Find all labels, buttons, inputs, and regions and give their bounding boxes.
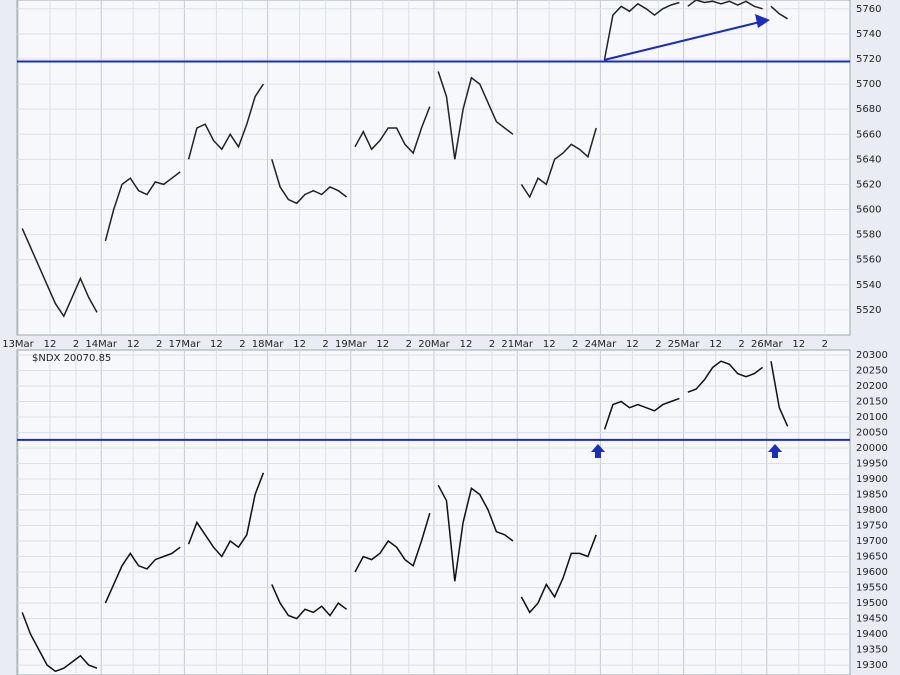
x-tick-label: 19Mar [335,339,367,350]
x-tick-label: 18Mar [252,339,284,350]
y-tick-label: 5540 [856,280,881,291]
y-tick-label: 19450 [856,614,888,625]
arrow-head [755,14,770,28]
x-tick-label: 2 [572,339,578,350]
y-tick-label: 19600 [856,567,888,578]
x-tick-label: 2 [239,339,245,350]
y-tick-label: 19500 [856,598,888,609]
x-tick-label: 12 [543,339,556,350]
y-tick-label: 20100 [856,412,888,423]
price-line [687,0,763,10]
y-tick-label: 5700 [856,79,881,90]
up-arrow [768,444,782,458]
y-tick-label: 19350 [856,645,888,656]
x-tick-label: 2 [489,339,495,350]
price-line [437,484,514,582]
x-tick-label: 12 [792,339,805,350]
y-tick-label: 19950 [856,459,888,470]
price-line [354,106,431,155]
y-tick-label: 5760 [856,4,881,15]
y-tick-label: 5680 [856,104,881,115]
price-line [603,397,680,430]
y-tick-label: 19550 [856,583,888,594]
price-line [770,5,788,20]
price-line [520,534,597,614]
price-line [520,127,597,199]
price-line [187,83,265,160]
price-line [354,512,431,573]
y-tick-label: 19850 [856,490,888,501]
y-tick-label: 19300 [856,660,888,671]
price-line [104,171,181,242]
y-tick-label: 19800 [856,505,888,516]
y-tick-label: 19400 [856,629,888,640]
x-tick-label: 2 [738,339,744,350]
y-tick-label: 5740 [856,29,881,40]
x-tick-label: 12 [626,339,639,350]
y-tick-label: 5620 [856,179,881,190]
y-tick-label: 5600 [856,205,881,216]
y-tick-label: 19650 [856,552,888,563]
x-tick-label: 20Mar [418,339,450,350]
price-line [271,584,348,620]
y-tick-label: 20250 [856,365,888,376]
y-tick-label: 5520 [856,305,881,316]
y-tick-label: 5660 [856,129,881,140]
x-tick-label: 17Mar [169,339,201,350]
y-tick-label: 20050 [856,427,888,438]
x-tick-label: 2 [406,339,412,350]
x-tick-label: 25Mar [668,339,700,350]
x-tick-label: 14Mar [85,339,117,350]
x-tick-label: 21Mar [501,339,533,350]
x-tick-label: 26Mar [751,339,783,350]
price-line [770,361,789,427]
x-tick-label: 2 [156,339,162,350]
x-tick-label: 24Mar [585,339,617,350]
x-tick-label: 13Mar [2,339,34,350]
y-tick-label: 20000 [856,443,888,454]
y-tick-label: 19700 [856,536,888,547]
x-tick-label: 2 [322,339,328,350]
y-tick-label: 5640 [856,154,881,165]
y-tick-label: 19900 [856,474,888,485]
x-tick-label: 12 [210,339,223,350]
price-line [687,360,764,393]
up-arrow [591,444,605,458]
y-tick-label: 20150 [856,396,888,407]
price-line [271,159,348,205]
price-line [603,1,680,60]
y-tick-label: 5720 [856,54,881,65]
x-tick-label: 2 [822,339,828,350]
panel-title: $NDX 20070.85 [32,353,111,364]
x-tick-label: 12 [460,339,473,350]
y-tick-label: 5560 [856,255,881,266]
price-line [104,546,181,604]
x-tick-label: 12 [44,339,57,350]
x-tick-label: 12 [376,339,389,350]
x-tick-label: 12 [709,339,722,350]
price-line [437,71,514,160]
y-tick-label: 20200 [856,381,888,392]
price-line [21,228,98,318]
y-tick-label: 5580 [856,230,881,241]
x-tick-label: 12 [127,339,140,350]
x-tick-label: 12 [293,339,306,350]
x-tick-label: 2 [73,339,79,350]
price-line [21,612,98,673]
y-tick-label: 20300 [856,350,888,361]
price-line [187,472,265,558]
trend-arrow [603,21,761,61]
x-tick-label: 2 [655,339,661,350]
y-tick-label: 19750 [856,521,888,532]
